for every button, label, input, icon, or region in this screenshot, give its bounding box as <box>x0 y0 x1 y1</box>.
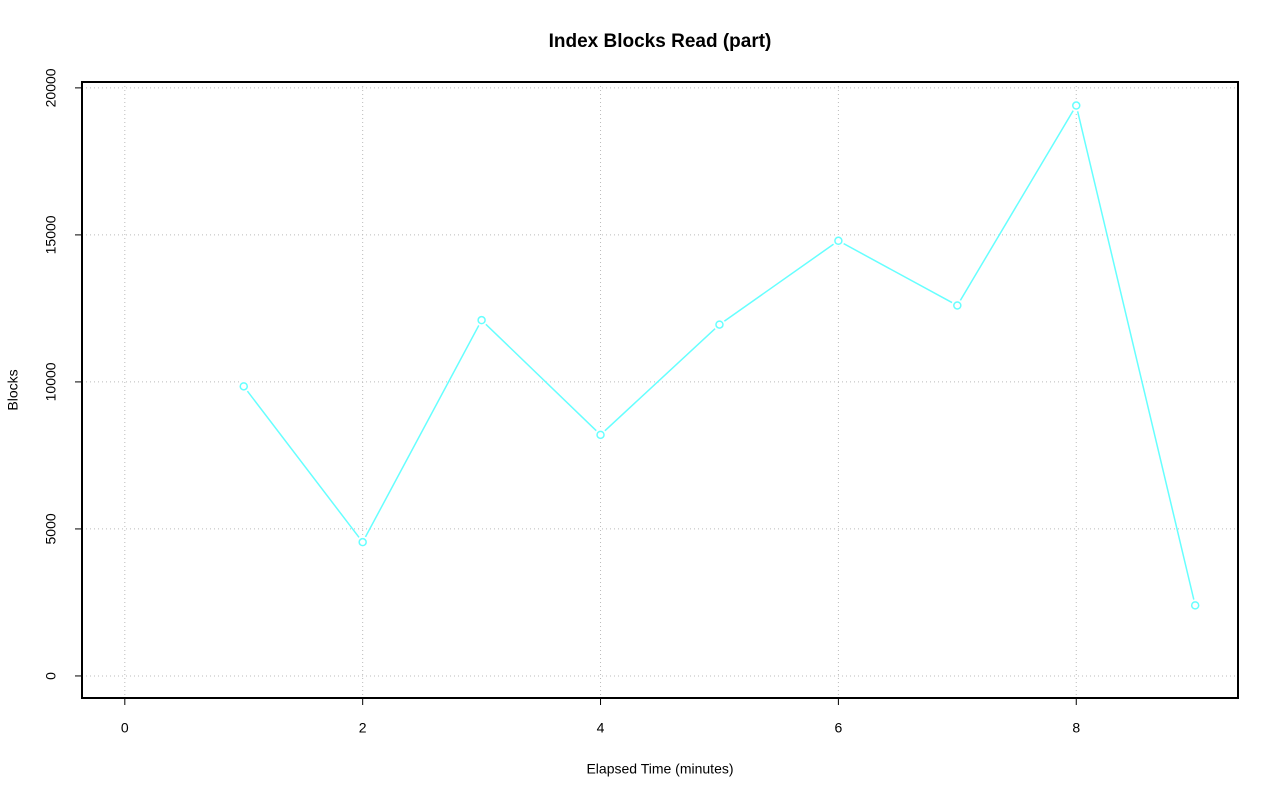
x-tick-label: 6 <box>834 720 842 736</box>
y-axis-label: Blocks <box>5 369 21 410</box>
data-point <box>953 301 962 310</box>
data-point <box>1190 601 1200 610</box>
y-tick-label: 5000 <box>43 513 59 544</box>
y-tick-label: 15000 <box>43 215 59 254</box>
chart-title: Index Blocks Read (part) <box>549 31 772 52</box>
series-line <box>243 103 1196 606</box>
data-point <box>358 537 367 547</box>
data-point <box>1072 101 1081 110</box>
data-point <box>596 430 605 440</box>
plot-frame <box>81 81 1239 699</box>
x-axis-label: Elapsed Time (minutes) <box>586 761 733 777</box>
x-tick-label: 8 <box>1072 720 1080 736</box>
y-tick-label: 0 <box>43 672 59 680</box>
x-tick-label: 4 <box>597 720 605 736</box>
data-point <box>239 382 248 391</box>
x-tick-label: 0 <box>121 720 129 736</box>
data-point <box>715 320 724 329</box>
y-tick-label: 20000 <box>43 68 59 107</box>
data-point <box>477 315 486 325</box>
y-tick-label: 10000 <box>43 362 59 401</box>
data-point <box>834 236 843 246</box>
x-tick-label: 2 <box>359 720 367 736</box>
